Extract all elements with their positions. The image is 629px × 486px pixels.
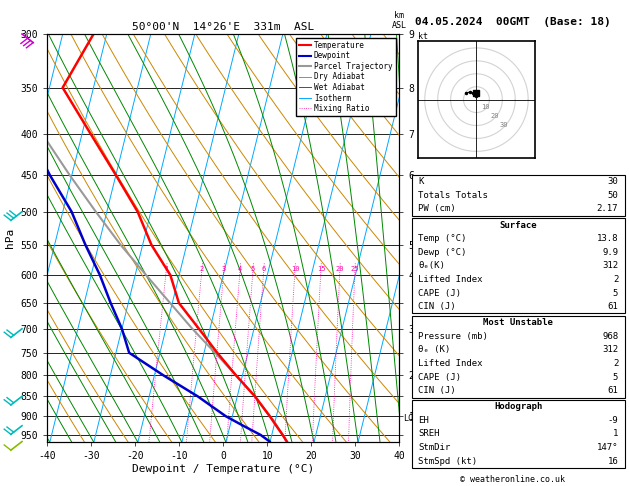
Text: 10: 10 <box>481 104 490 110</box>
Text: Temp (°C): Temp (°C) <box>418 234 467 243</box>
Text: Surface: Surface <box>499 221 537 229</box>
FancyBboxPatch shape <box>412 175 625 216</box>
Text: 1: 1 <box>613 430 618 438</box>
Text: EH: EH <box>418 416 429 425</box>
Text: © weatheronline.co.uk: © weatheronline.co.uk <box>460 474 565 484</box>
Text: SREH: SREH <box>418 430 440 438</box>
Text: 9.9: 9.9 <box>602 248 618 257</box>
Text: CIN (J): CIN (J) <box>418 302 456 311</box>
Text: kt: kt <box>418 33 428 41</box>
Text: 50: 50 <box>608 191 618 200</box>
Text: Most Unstable: Most Unstable <box>483 318 554 327</box>
Text: 04.05.2024  00GMT  (Base: 18): 04.05.2024 00GMT (Base: 18) <box>415 17 611 27</box>
Text: K: K <box>418 177 424 186</box>
Text: 1: 1 <box>164 266 169 272</box>
FancyBboxPatch shape <box>412 316 625 398</box>
Text: 147°: 147° <box>597 443 618 452</box>
Text: Lifted Index: Lifted Index <box>418 275 483 284</box>
Text: StmDir: StmDir <box>418 443 450 452</box>
Text: km
ASL: km ASL <box>392 11 407 30</box>
Text: 30: 30 <box>608 177 618 186</box>
Title: 50°00'N  14°26'E  331m  ASL: 50°00'N 14°26'E 331m ASL <box>132 22 314 32</box>
Text: PW (cm): PW (cm) <box>418 205 456 213</box>
Text: -9: -9 <box>608 416 618 425</box>
Text: Pressure (mb): Pressure (mb) <box>418 332 488 341</box>
Text: StmSpd (kt): StmSpd (kt) <box>418 457 477 466</box>
Text: 5: 5 <box>613 373 618 382</box>
Text: CAPE (J): CAPE (J) <box>418 289 462 297</box>
Text: Dewp (°C): Dewp (°C) <box>418 248 467 257</box>
Text: 312: 312 <box>602 346 618 354</box>
Text: θₑ (K): θₑ (K) <box>418 346 450 354</box>
FancyBboxPatch shape <box>412 218 625 313</box>
Text: Hodograph: Hodograph <box>494 402 542 411</box>
Text: 13.8: 13.8 <box>597 234 618 243</box>
Text: 3: 3 <box>222 266 226 272</box>
Text: 2: 2 <box>613 359 618 368</box>
Text: CAPE (J): CAPE (J) <box>418 373 462 382</box>
Text: 15: 15 <box>316 266 325 272</box>
Text: 2: 2 <box>613 275 618 284</box>
Legend: Temperature, Dewpoint, Parcel Trajectory, Dry Adiabat, Wet Adiabat, Isotherm, Mi: Temperature, Dewpoint, Parcel Trajectory… <box>296 38 396 116</box>
Text: LCL: LCL <box>403 414 418 423</box>
Text: 30: 30 <box>499 122 508 128</box>
Text: 20: 20 <box>491 113 499 119</box>
FancyBboxPatch shape <box>412 400 625 468</box>
Text: 5: 5 <box>613 289 618 297</box>
Text: 968: 968 <box>602 332 618 341</box>
Text: 10: 10 <box>291 266 299 272</box>
Text: 312: 312 <box>602 261 618 270</box>
Text: Totals Totals: Totals Totals <box>418 191 488 200</box>
X-axis label: Dewpoint / Temperature (°C): Dewpoint / Temperature (°C) <box>132 464 314 474</box>
Text: Mixing Ratio (g/kg): Mixing Ratio (g/kg) <box>425 191 434 286</box>
Text: 61: 61 <box>608 386 618 395</box>
Text: 5: 5 <box>251 266 255 272</box>
Text: 2.17: 2.17 <box>597 205 618 213</box>
Y-axis label: hPa: hPa <box>5 228 15 248</box>
Text: 20: 20 <box>336 266 344 272</box>
Text: 2: 2 <box>200 266 204 272</box>
Text: 4: 4 <box>238 266 242 272</box>
Text: 6: 6 <box>262 266 266 272</box>
Text: CIN (J): CIN (J) <box>418 386 456 395</box>
Text: 25: 25 <box>351 266 359 272</box>
Text: θₑ(K): θₑ(K) <box>418 261 445 270</box>
Text: 61: 61 <box>608 302 618 311</box>
Text: 16: 16 <box>608 457 618 466</box>
Text: Lifted Index: Lifted Index <box>418 359 483 368</box>
